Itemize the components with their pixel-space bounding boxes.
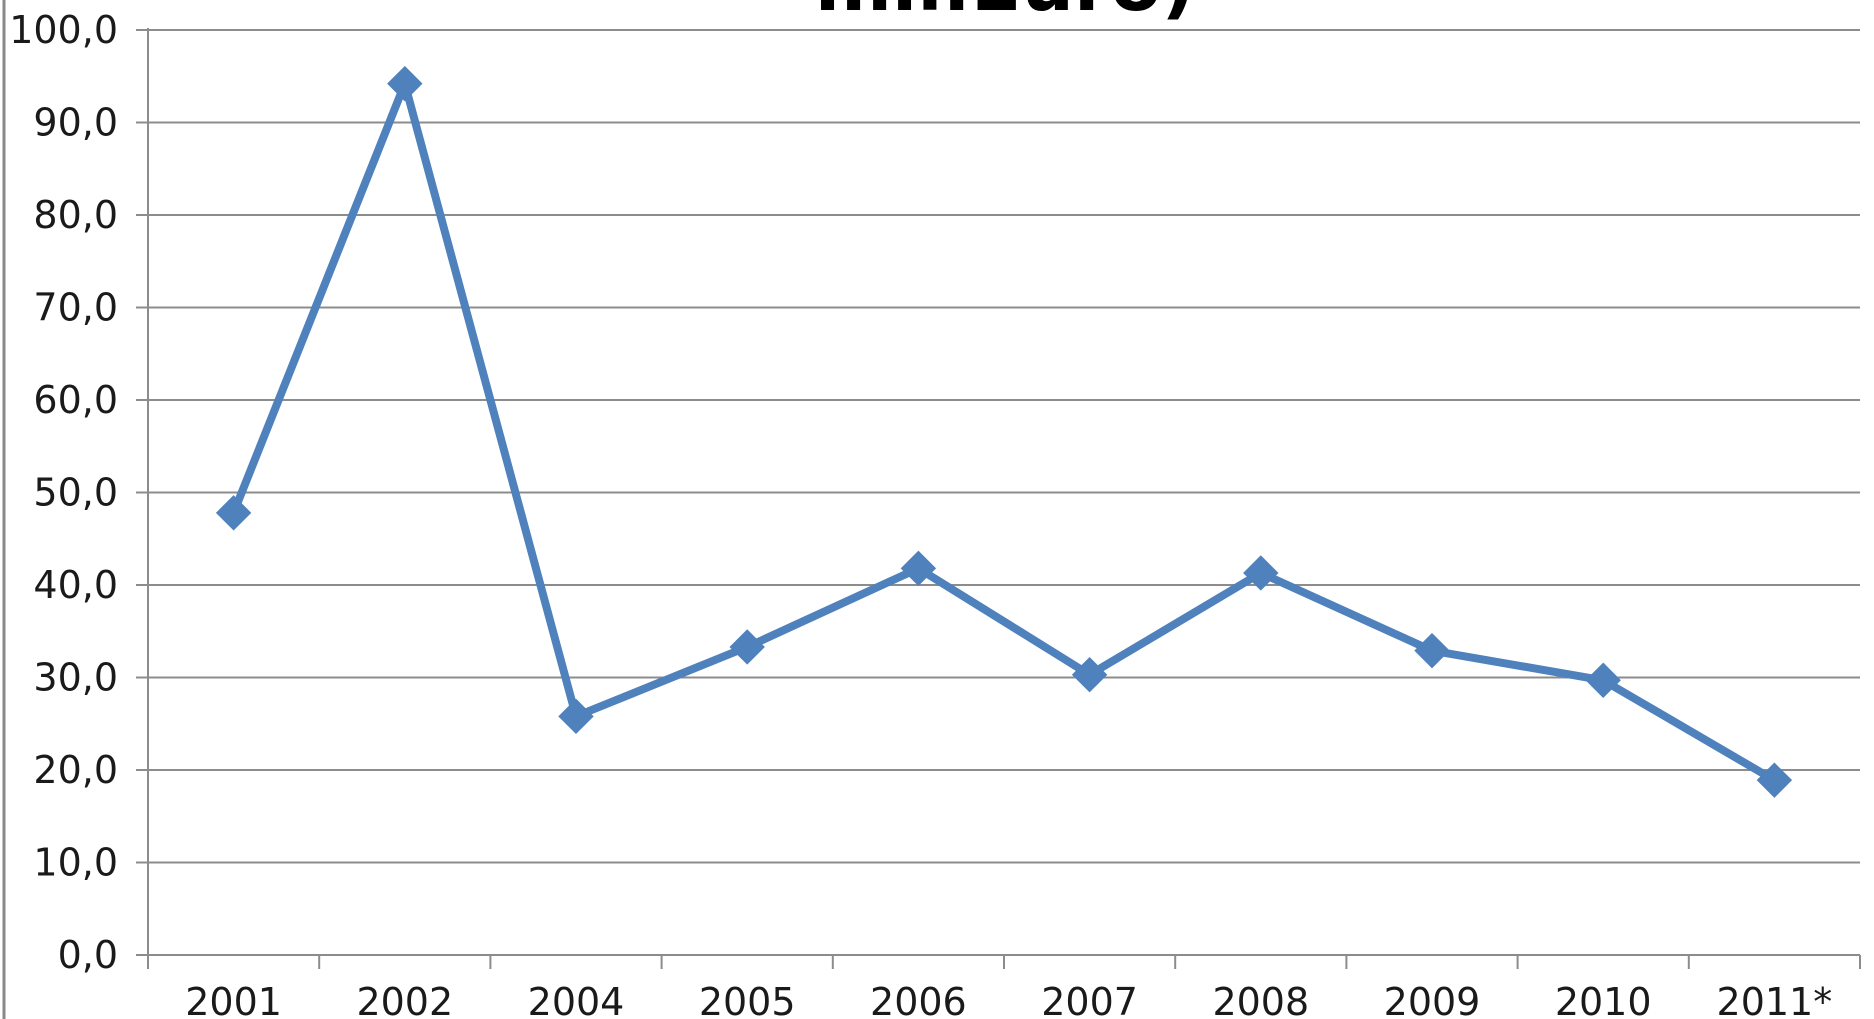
series-line <box>229 79 1779 785</box>
chart-title: mil.Euro) <box>815 0 1195 28</box>
y-tick-label: 20,0 <box>33 748 118 792</box>
y-tick-label: 50,0 <box>33 471 118 515</box>
x-tick-label: 2010 <box>1555 980 1652 1019</box>
data-point-marker <box>215 495 252 531</box>
y-axis-tick-labels: 0,0 10,0 20,0 30,0 40,0 50,0 60,0 70,0 80,0 90,0 1… <box>9 8 118 977</box>
y-tick-label: 80,0 <box>33 193 118 237</box>
x-tick-label: 2004 <box>528 980 625 1019</box>
data-point-marker <box>1414 632 1450 669</box>
y-tick-label: 30,0 <box>33 656 118 700</box>
x-tick-label: 2005 <box>699 980 796 1019</box>
data-point-marker <box>1071 657 1108 693</box>
x-tick-label: 2011* <box>1717 980 1833 1019</box>
series-layer <box>215 65 1793 798</box>
data-point-marker <box>729 629 765 665</box>
x-tick-label: 2009 <box>1384 980 1481 1019</box>
axes <box>136 28 1861 969</box>
data-point-marker <box>1243 555 1279 591</box>
x-tick-label: 2002 <box>356 980 453 1019</box>
x-tick-label: 2001 <box>185 980 282 1019</box>
x-tick-label: 2006 <box>870 980 967 1019</box>
data-point-marker <box>900 550 937 587</box>
x-axis-tick-labels: 2001 2002 2004 2005 2006 2007 2008 2009 2010 2011… <box>185 980 1832 1019</box>
gridlines <box>148 29 1860 864</box>
y-tick-label: 0,0 <box>58 933 118 977</box>
y-tick-label: 40,0 <box>33 563 118 607</box>
data-point-marker <box>1585 662 1621 698</box>
y-tick-label: 70,0 <box>33 286 118 330</box>
data-point-marker <box>387 65 423 102</box>
data-point-marker <box>1756 762 1793 798</box>
y-tick-label: 100,0 <box>9 8 118 52</box>
y-tick-label: 90,0 <box>33 101 118 145</box>
x-tick-label: 2008 <box>1212 980 1309 1019</box>
y-tick-label: 60,0 <box>33 378 118 422</box>
x-tick-label: 2007 <box>1041 980 1138 1019</box>
y-tick-label: 10,0 <box>33 841 118 885</box>
data-point-marker <box>558 698 594 735</box>
